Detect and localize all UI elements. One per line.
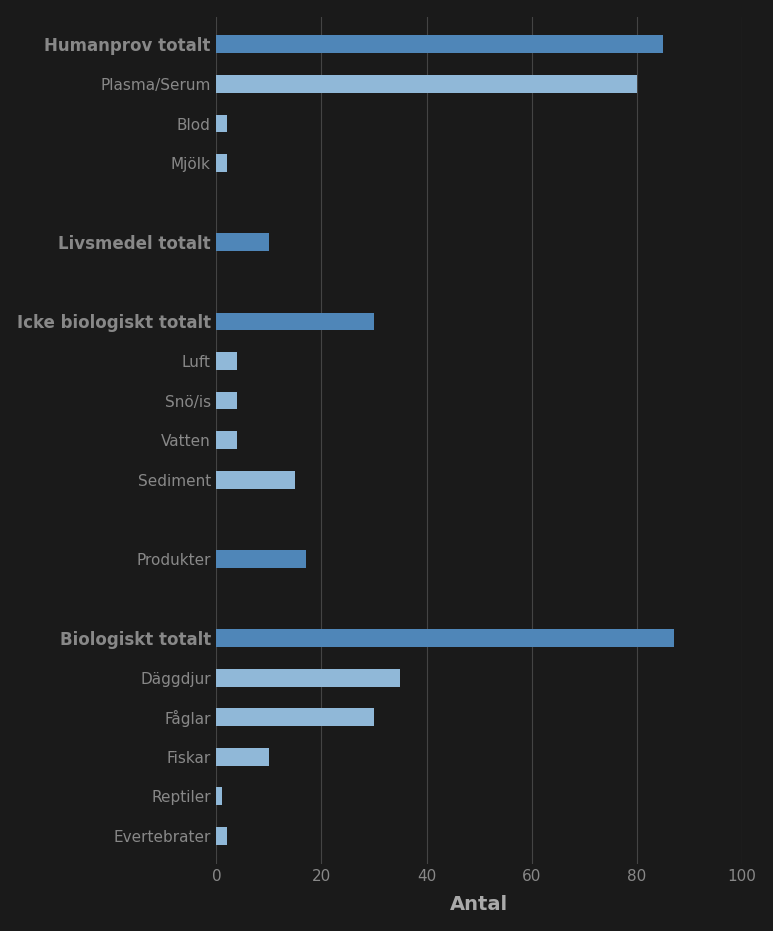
Bar: [216, 827, 226, 844]
Bar: [216, 155, 226, 172]
Bar: [216, 748, 269, 765]
Bar: [216, 352, 237, 370]
Bar: [216, 668, 400, 686]
Bar: [216, 313, 374, 331]
Bar: [216, 392, 237, 410]
X-axis label: Antal: Antal: [450, 896, 508, 914]
Bar: [216, 788, 222, 805]
Bar: [216, 471, 295, 489]
Bar: [216, 708, 374, 726]
Bar: [216, 234, 269, 251]
Bar: [216, 629, 673, 647]
Bar: [216, 35, 663, 53]
Bar: [216, 115, 226, 132]
Bar: [216, 431, 237, 449]
Bar: [216, 75, 637, 93]
Bar: [216, 550, 305, 568]
